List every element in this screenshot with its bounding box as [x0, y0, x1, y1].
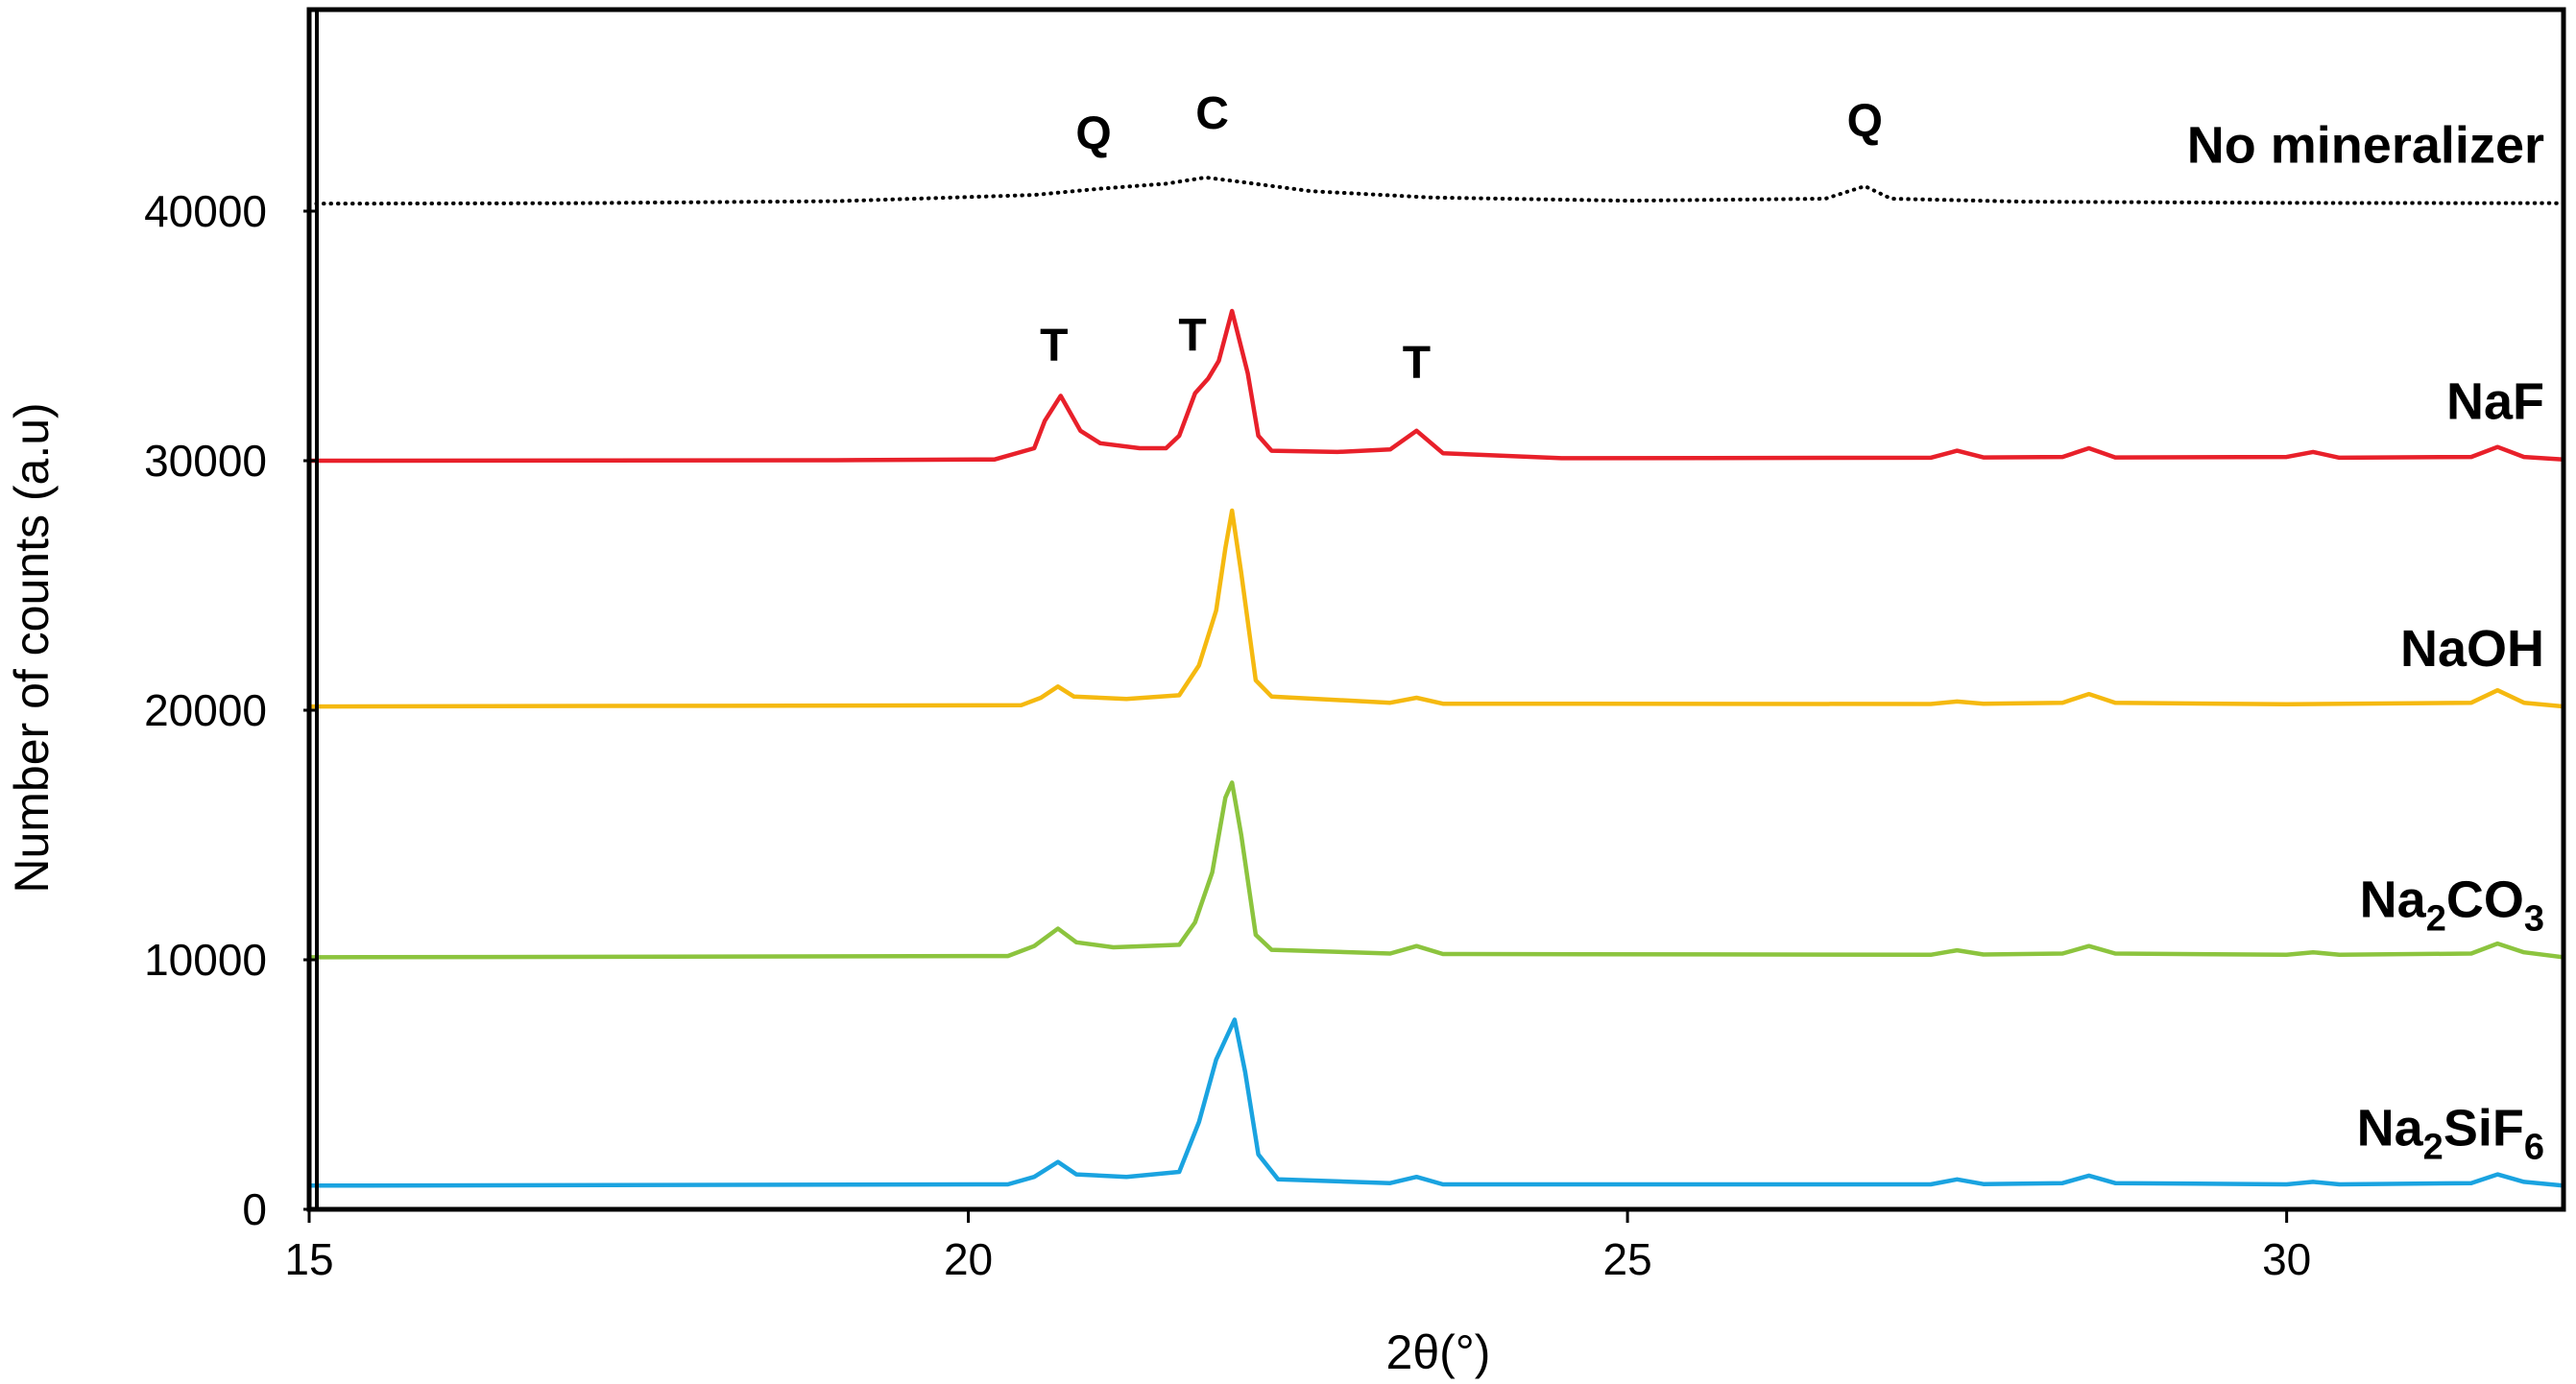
x-tick-label: 25	[1603, 1234, 1652, 1284]
x-tick-label: 20	[944, 1234, 993, 1284]
y-tick-label: 0	[242, 1184, 267, 1234]
series-label-5: Na2SiF6	[2357, 1099, 2544, 1167]
series-label-1: No mineralizer	[2187, 117, 2544, 175]
series-line-1	[307, 175, 2565, 206]
y-axis-title: Number of counts (a.u)	[5, 402, 59, 893]
peak-annotation: T	[1040, 321, 1068, 371]
x-axis-title: 2θ(°)	[1386, 1325, 1491, 1379]
axes-layer: 15 20 25 30 0 10000 20000 30000 40000	[144, 186, 2311, 1284]
y-tick-label: 40000	[144, 186, 267, 236]
peak-annotation: T	[1178, 311, 1206, 362]
y-tick-label: 30000	[144, 436, 267, 486]
y-tick-label: 10000	[144, 935, 267, 985]
series-label-2: NaF	[2446, 373, 2544, 431]
x-tick-label: 15	[284, 1234, 333, 1284]
series-line-5	[306, 1017, 2566, 1188]
x-tick-label: 30	[2262, 1234, 2311, 1284]
y-tick-label: 20000	[144, 685, 267, 735]
series-label-4: Na2CO3	[2360, 871, 2544, 939]
series-layer	[306, 175, 2566, 1188]
series-line-3	[306, 508, 2566, 709]
series-label-3: NaOH	[2400, 620, 2544, 678]
peak-annotation: Q	[1075, 108, 1111, 159]
peak-annotation: T	[1403, 338, 1431, 389]
labels-layer: No mineralizer NaF NaOH Na2CO3 Na2SiF6 Q C Q T T T	[1040, 88, 2544, 1167]
peak-annotation: C	[1195, 88, 1229, 139]
peak-annotation: Q	[1847, 96, 1883, 147]
series-line-4	[306, 780, 2566, 960]
series-line-2	[306, 308, 2566, 464]
plot-frame	[306, 7, 2566, 1212]
